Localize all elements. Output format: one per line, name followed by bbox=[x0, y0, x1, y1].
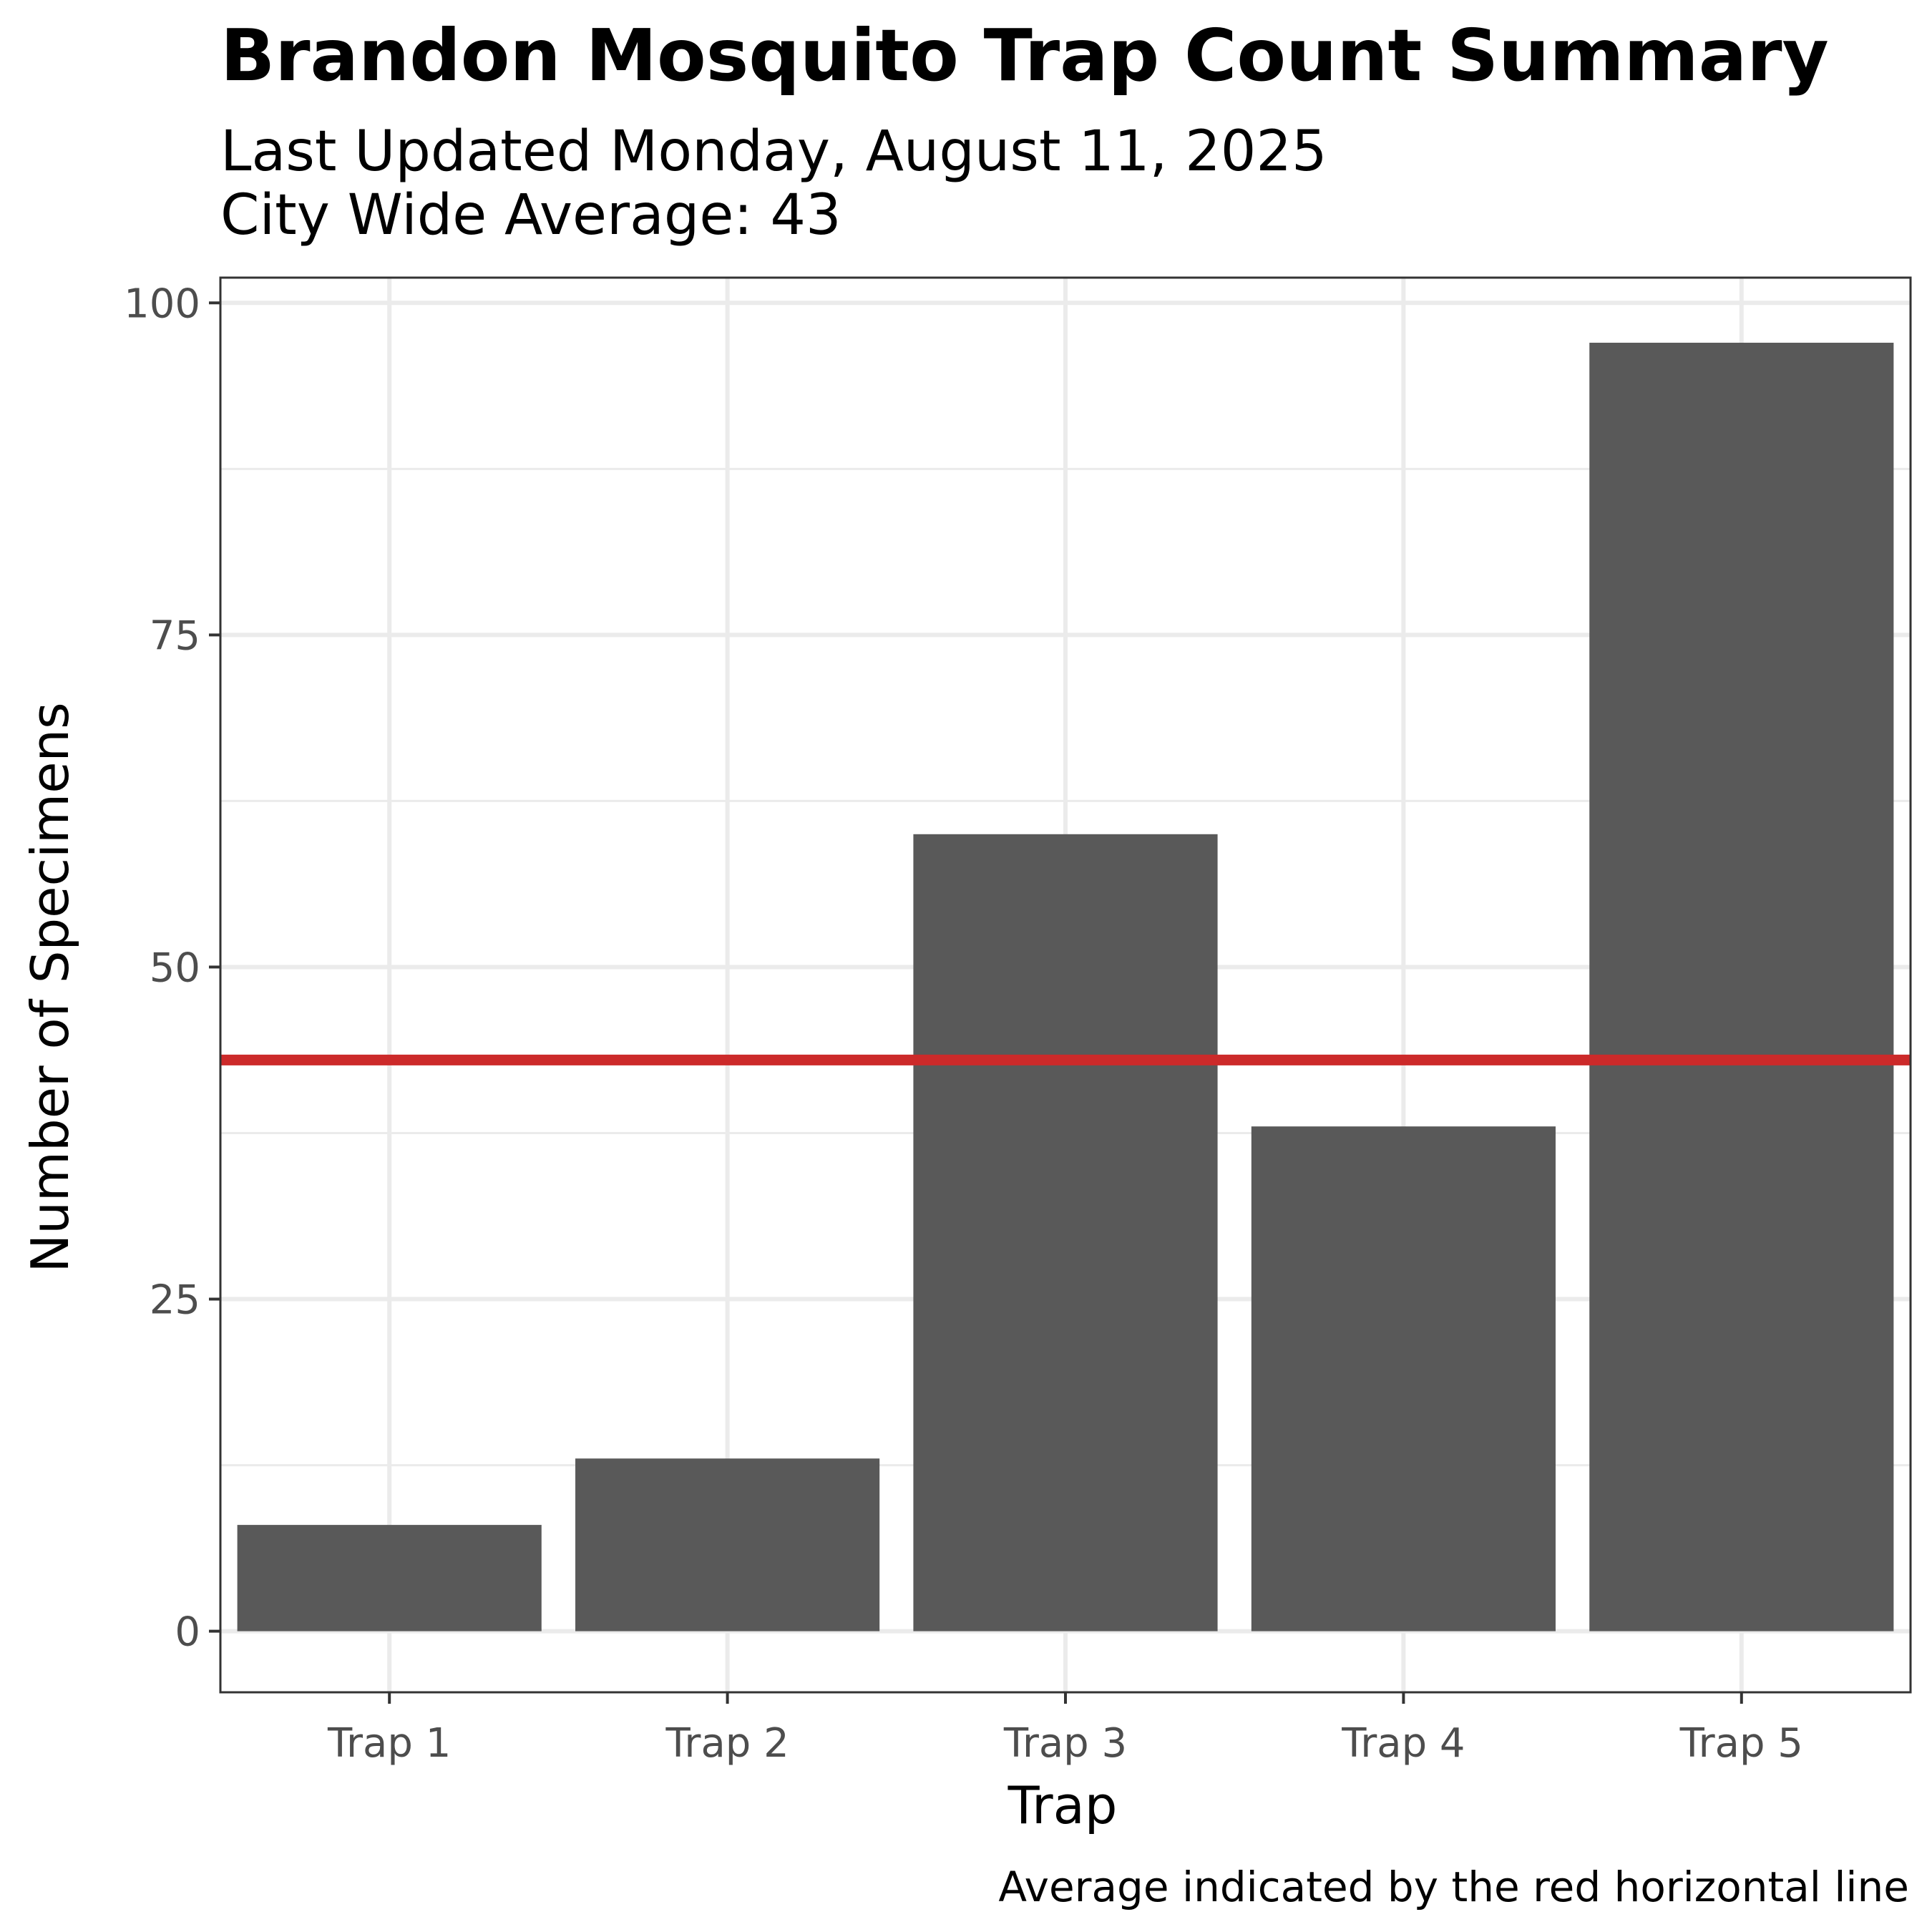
y-tick-label: 100 bbox=[124, 280, 200, 327]
x-tick-label: Trap 1 bbox=[327, 1720, 451, 1767]
chart-subtitle-line-2: City Wide Average: 43 bbox=[220, 183, 841, 248]
x-tick-label: Trap 3 bbox=[1003, 1720, 1127, 1767]
plot-area: 0 25 50 75 100 Trap 1 Trap 2 Trap 3 Trap 4 Trap 5 bbox=[124, 276, 1912, 1767]
y-tick-label: 25 bbox=[150, 1277, 200, 1324]
chart-subtitle-line-1: Last Updated Monday, August 11, 2025 bbox=[220, 119, 1327, 184]
bar-trap-5 bbox=[1589, 342, 1894, 1631]
x-axis-title: Trap bbox=[1008, 1775, 1118, 1835]
bar-trap-1 bbox=[237, 1525, 542, 1631]
y-tick-label: 0 bbox=[175, 1609, 200, 1656]
x-tick-label: Trap 5 bbox=[1679, 1720, 1803, 1767]
y-tick-label: 50 bbox=[150, 945, 200, 991]
y-axis-title: Number of Specimens bbox=[20, 702, 80, 1272]
x-tick-label: Trap 4 bbox=[1341, 1720, 1465, 1767]
chart-caption: Average indicated by the red horizontal … bbox=[998, 1863, 1909, 1911]
chart-title: Brandon Mosquito Trap Count Summary bbox=[220, 14, 1829, 97]
y-tick-label: 75 bbox=[150, 613, 200, 659]
bar-trap-2 bbox=[575, 1458, 880, 1631]
bar-trap-4 bbox=[1251, 1126, 1556, 1631]
bar-trap-3 bbox=[913, 834, 1218, 1631]
x-tick-label: Trap 2 bbox=[665, 1720, 789, 1767]
